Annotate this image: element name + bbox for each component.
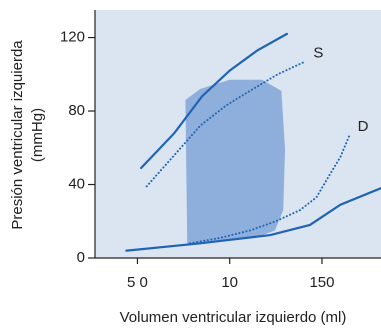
plot-area	[95, 10, 381, 258]
dotted-curve	[189, 133, 351, 245]
y-tick-label: 120	[60, 29, 85, 46]
y-tick-label: 0	[77, 249, 85, 266]
x-tick-label: 10	[221, 274, 238, 291]
x-tick-label: 5 0	[127, 274, 148, 291]
y-tick-label: 40	[68, 175, 85, 192]
curve-label: D	[358, 118, 369, 135]
y-axis-label: (mmHg)	[29, 108, 46, 162]
y-axis-label: Presión ventricular izquierda	[9, 40, 26, 230]
x-tick-label: 150	[309, 274, 334, 291]
curve-label: S	[313, 44, 323, 61]
pv-loop	[185, 79, 286, 246]
y-tick-label: 80	[68, 102, 85, 119]
x-axis-label: Volumen ventricular izquierdo (ml)	[120, 309, 347, 326]
solid-curve	[125, 187, 381, 252]
solid-curve	[140, 32, 288, 170]
